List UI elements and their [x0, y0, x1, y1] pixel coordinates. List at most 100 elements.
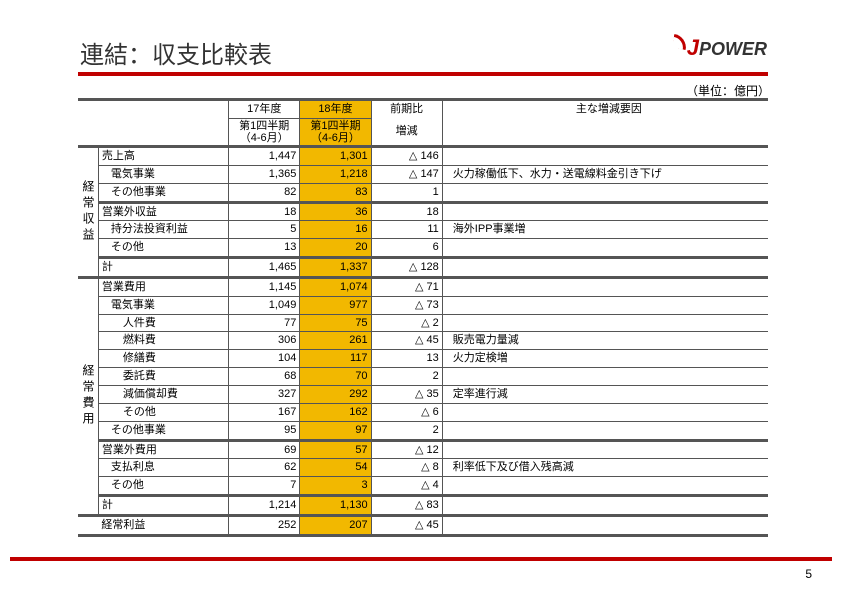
cell-diff: 2: [371, 421, 442, 440]
row-label: 支払利息: [98, 459, 228, 477]
cell-reason: 海外IPP事業増: [442, 221, 768, 239]
cell-reason: 火力定検増: [442, 350, 768, 368]
cell-reason: [442, 239, 768, 258]
cell-fy17: 104: [229, 350, 300, 368]
header-reason: 主な増減要因: [442, 100, 768, 119]
cell-fy18: 292: [300, 386, 371, 404]
cell-fy17: 62: [229, 459, 300, 477]
row-label: 営業外費用: [98, 440, 228, 459]
cell-fy18: 83: [300, 183, 371, 202]
ord-fy17: 252: [229, 515, 300, 535]
cell-fy17: 327: [229, 386, 300, 404]
cell-reason: [442, 277, 768, 296]
cell-fy17: 1,447: [229, 147, 300, 166]
page-title: 連結：収支比較表: [80, 35, 272, 70]
cell-fy18: 36: [300, 202, 371, 221]
cell-fy18: 1,218: [300, 165, 371, 183]
row-label: 売上高: [98, 147, 228, 166]
header-blank4: [98, 118, 228, 146]
cell-fy18: 16: [300, 221, 371, 239]
unit-label: （単位：億円）: [686, 82, 770, 99]
ord-reason: [442, 515, 768, 535]
cell-reason: 販売電力量減: [442, 332, 768, 350]
cell-reason: [442, 421, 768, 440]
header-fy17: 17年度: [229, 100, 300, 119]
cell-diff: 2: [371, 368, 442, 386]
cell-reason: [442, 296, 768, 314]
cell-reason: [442, 314, 768, 332]
row-label: その他事業: [98, 421, 228, 440]
logo-j: J: [687, 35, 699, 60]
row-label: 委託費: [98, 368, 228, 386]
cell-fy18: 1,074: [300, 277, 371, 296]
cell-reason: [442, 368, 768, 386]
cell-fy17: 68: [229, 368, 300, 386]
cell-diff: △ 12: [371, 440, 442, 459]
row-label: 計: [98, 496, 228, 516]
cell-reason: [442, 147, 768, 166]
cell-diff: △ 35: [371, 386, 442, 404]
cell-diff: △ 71: [371, 277, 442, 296]
cell-fy17: 306: [229, 332, 300, 350]
cell-fy17: 1,365: [229, 165, 300, 183]
row-label: その他: [98, 477, 228, 496]
cell-diff: △ 147: [371, 165, 442, 183]
cell-fy18: 20: [300, 239, 371, 258]
page-number: 5: [805, 567, 812, 581]
row-label: 減価償却費: [98, 386, 228, 404]
header-q1-18: 第1四半期（4-6月）: [300, 118, 371, 146]
cell-fy18: 117: [300, 350, 371, 368]
ord-diff: △ 45: [371, 515, 442, 535]
cell-diff: 6: [371, 239, 442, 258]
header-reason-blank: [442, 118, 768, 146]
row-label: 修繕費: [98, 350, 228, 368]
header-blank3: [78, 118, 98, 146]
header-blank2: [98, 100, 228, 119]
row-label: 電気事業: [98, 165, 228, 183]
row-label: その他事業: [98, 183, 228, 202]
row-label: 営業外収益: [98, 202, 228, 221]
cell-diff: △ 45: [371, 332, 442, 350]
cell-reason: [442, 440, 768, 459]
comparison-table: 17年度 18年度 前期比 主な増減要因 第1四半期（4-6月） 第1四半期（4…: [78, 98, 768, 537]
cell-fy17: 69: [229, 440, 300, 459]
cell-diff: 1: [371, 183, 442, 202]
row-label: 人件費: [98, 314, 228, 332]
cell-fy18: 1,130: [300, 496, 371, 516]
cell-diff: △ 128: [371, 258, 442, 278]
cell-fy17: 82: [229, 183, 300, 202]
row-label: 営業費用: [98, 277, 228, 296]
footer-line: [10, 557, 832, 561]
section-label: 経常収益: [78, 147, 98, 278]
row-label: 燃料費: [98, 332, 228, 350]
cell-fy18: 54: [300, 459, 371, 477]
title-underline: [78, 72, 768, 76]
cell-reason: 火力稼働低下、水力・送電線料金引き下げ: [442, 165, 768, 183]
section-label: 経常費用: [78, 277, 98, 515]
cell-diff: △ 4: [371, 477, 442, 496]
cell-fy17: 167: [229, 403, 300, 421]
cell-fy17: 1,214: [229, 496, 300, 516]
header-fy18: 18年度: [300, 100, 371, 119]
cell-reason: [442, 183, 768, 202]
brand-logo: JPOWER: [673, 35, 767, 61]
cell-fy18: 3: [300, 477, 371, 496]
cell-fy17: 7: [229, 477, 300, 496]
row-label: その他: [98, 239, 228, 258]
cell-diff: 18: [371, 202, 442, 221]
header-prev: 前期比: [371, 100, 442, 119]
header-blank: [78, 100, 98, 119]
row-label: 計: [98, 258, 228, 278]
row-label: その他: [98, 403, 228, 421]
cell-diff: 13: [371, 350, 442, 368]
cell-reason: 利率低下及び借入残高減: [442, 459, 768, 477]
cell-diff: 11: [371, 221, 442, 239]
header-q1-17: 第1四半期（4-6月）: [229, 118, 300, 146]
cell-fy18: 75: [300, 314, 371, 332]
cell-fy17: 1,145: [229, 277, 300, 296]
cell-fy17: 77: [229, 314, 300, 332]
cell-diff: △ 73: [371, 296, 442, 314]
cell-diff: △ 8: [371, 459, 442, 477]
row-label: 電気事業: [98, 296, 228, 314]
ord-fy18: 207: [300, 515, 371, 535]
